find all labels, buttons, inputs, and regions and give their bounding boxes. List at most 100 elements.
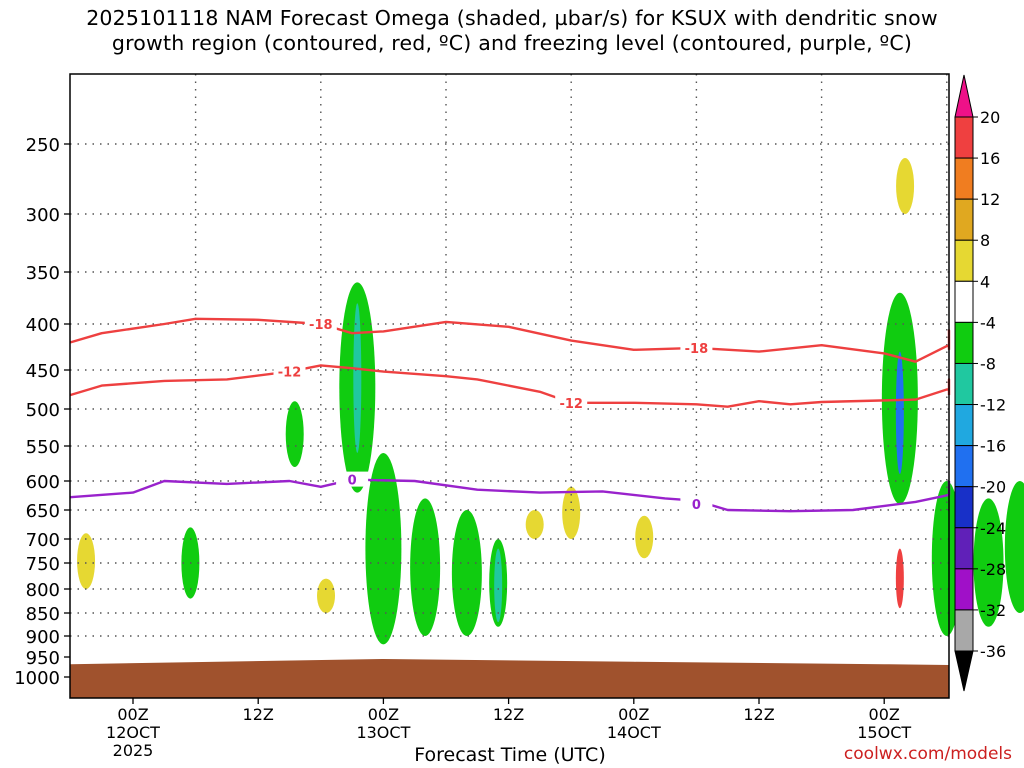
colorbar-bin-4 <box>954 280 974 323</box>
x-tick-label: 15OCT <box>857 723 911 742</box>
x-tick-label: 00Z <box>117 705 148 724</box>
y-tick-label-900: 900 <box>26 627 60 648</box>
x-tick-label: 12OCT <box>106 723 160 742</box>
colorbar-label--8: -8 <box>980 354 996 373</box>
colorbar-label--36: -36 <box>980 642 1006 661</box>
x-axis-label: Forecast Time (UTC) <box>414 744 606 766</box>
omega-region-17 <box>895 548 904 609</box>
x-tick-label: 00Z <box>869 705 900 724</box>
colorbar-label-20: 20 <box>980 108 1000 127</box>
contour-label-0-1: 0 <box>692 498 701 513</box>
omega-region-6 <box>365 453 402 645</box>
omega-region-3 <box>317 578 336 613</box>
x-tick-label: 00Z <box>618 705 649 724</box>
x-tick-label: 14OCT <box>607 723 661 742</box>
y-tick-label-450: 450 <box>26 361 60 382</box>
omega-region-5 <box>353 303 362 453</box>
colorbar-label-8: 8 <box>980 231 990 250</box>
omega-region-10 <box>494 548 503 623</box>
colorbar-label--4: -4 <box>980 313 996 332</box>
colorbar-bin-10 <box>954 527 974 570</box>
contour-line-0 <box>70 478 951 513</box>
contour-label-bg <box>336 471 369 487</box>
contour-label-bg <box>680 339 713 355</box>
colorbar-bin-9 <box>954 486 974 529</box>
colorbar: 20 16 12 8 4 -4 -8 -12 -16 -20 -24 -28 -32 -36 <box>954 74 1006 692</box>
x-tick-label: 2025 <box>113 741 154 760</box>
contour-label--12-1: -12 <box>559 397 583 412</box>
colorbar-label--20: -20 <box>980 478 1006 497</box>
colorbar-bin-7 <box>954 404 974 447</box>
colorbar-label--16: -16 <box>980 437 1006 456</box>
contour-label--18-1: -18 <box>685 342 709 357</box>
y-axis: 2503003504004505005506006507007508008509… <box>14 135 70 689</box>
colorbar-top-triangle <box>954 74 974 118</box>
y-tick-label-300: 300 <box>26 205 60 226</box>
omega-region-12 <box>562 486 581 539</box>
contour-label-bg <box>273 363 306 379</box>
colorbar-bin-2 <box>954 198 974 241</box>
y-tick-label-600: 600 <box>26 472 60 493</box>
y-tick-label-650: 650 <box>26 501 60 522</box>
colorbar-label-12: 12 <box>980 190 1000 209</box>
y-tick-label-400: 400 <box>26 315 60 336</box>
colorbar-label-16: 16 <box>980 149 1000 168</box>
contour-label-bg <box>304 316 337 331</box>
y-tick-label-800: 800 <box>26 580 60 601</box>
colorbar-bin-8 <box>954 445 974 488</box>
y-tick-label-250: 250 <box>26 135 60 156</box>
colorbar-bin-11 <box>954 568 974 611</box>
omega-region-16 <box>895 351 904 474</box>
contour-line--18 <box>70 317 951 363</box>
y-tick-label-350: 350 <box>26 263 60 284</box>
contour-label--18-0: -18 <box>309 318 333 333</box>
credit-link[interactable]: coolwx.com/models <box>843 744 1012 764</box>
x-tick-label: 12Z <box>743 705 774 724</box>
omega-region-20 <box>1004 481 1024 613</box>
contour-label-bg <box>555 394 588 410</box>
omega-region-0 <box>77 533 96 589</box>
contour-line--12 <box>70 364 951 408</box>
omega-shading-layer <box>77 158 1024 645</box>
y-tick-label-1000: 1000 <box>14 668 60 689</box>
x-tick-label: 12Z <box>493 705 524 724</box>
colorbar-bin-0 <box>954 116 974 159</box>
y-tick-label-950: 950 <box>26 648 60 669</box>
colorbar-bin-6 <box>954 362 974 406</box>
ground-fill <box>70 659 949 698</box>
y-tick-label-700: 700 <box>26 530 60 551</box>
colorbar-bin-1 <box>954 157 974 200</box>
x-tick-label: 12Z <box>243 705 274 724</box>
contour-layer: -18-18-18-12-12-12000 <box>70 316 951 513</box>
omega-region-2 <box>285 401 304 467</box>
colorbar-label--24: -24 <box>980 519 1006 538</box>
colorbar-bin-3 <box>954 239 974 282</box>
contour-label--12-0: -12 <box>278 366 302 381</box>
colorbar-label--32: -32 <box>980 601 1006 620</box>
title-line-2: growth region (contoured, red, ºC) and f… <box>111 31 913 55</box>
contour-label-bg <box>680 496 713 512</box>
omega-region-8 <box>451 510 482 636</box>
omega-region-11 <box>525 510 544 539</box>
chart-title: 2025101118 NAM Forecast Omega (shaded, µ… <box>0 6 1024 56</box>
x-tick-label: 13OCT <box>356 723 410 742</box>
y-tick-label-500: 500 <box>26 400 60 421</box>
omega-region-18 <box>931 481 962 636</box>
gridlines <box>70 74 949 637</box>
y-tick-label-750: 750 <box>26 554 60 575</box>
colorbar-label--12: -12 <box>980 396 1006 415</box>
colorbar-bottom-triangle <box>954 650 974 692</box>
contour-label-0-0: 0 <box>348 474 357 489</box>
y-tick-label-850: 850 <box>26 604 60 625</box>
colorbar-label-4: 4 <box>980 272 990 291</box>
colorbar-bin-12 <box>954 609 974 652</box>
omega-region-19 <box>973 498 1004 627</box>
x-tick-label: 00Z <box>368 705 399 724</box>
colorbar-bin-5 <box>954 321 974 364</box>
omega-region-14 <box>896 158 915 214</box>
colorbar-label--28: -28 <box>980 560 1006 579</box>
title-line-1: 2025101118 NAM Forecast Omega (shaded, µ… <box>86 6 938 30</box>
plot-frame <box>69 73 950 699</box>
